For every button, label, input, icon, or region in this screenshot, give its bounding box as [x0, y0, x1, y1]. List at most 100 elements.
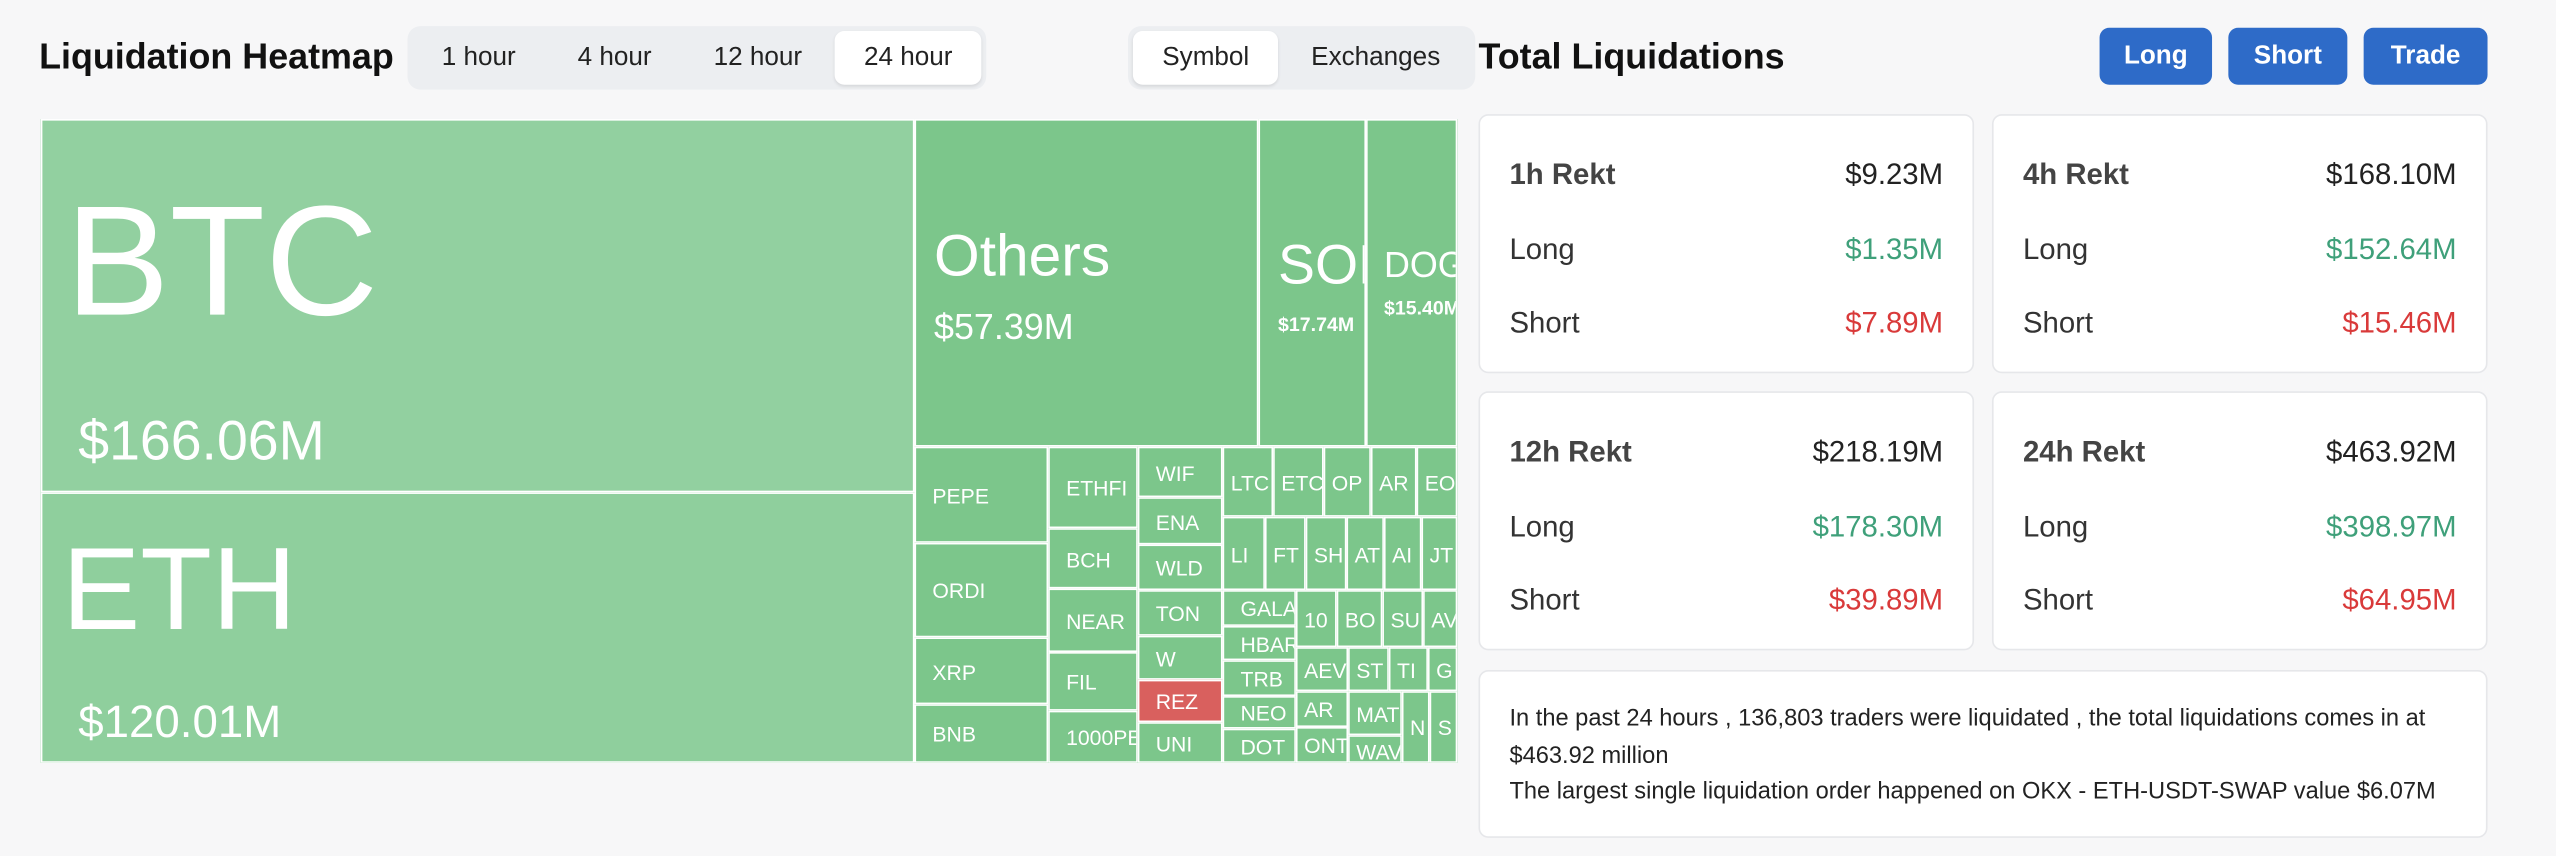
heatmap-tile[interactable]: NEO — [1222, 696, 1296, 729]
tile-label: ST — [1356, 657, 1384, 683]
heatmap-tile[interactable]: UNI — [1137, 722, 1223, 763]
tile-label: ORDI — [932, 578, 986, 604]
tile-label: ETH — [61, 524, 297, 656]
card-row: Long $1.35M — [1509, 233, 1943, 267]
time-tab[interactable]: 4 hour — [577, 44, 652, 72]
row-label: 12h Rekt — [1509, 435, 1632, 468]
heatmap-tile[interactable]: WLD — [1137, 544, 1223, 591]
heatmap-tile[interactable]: S — [1429, 691, 1458, 763]
tile-label: OP — [1331, 470, 1363, 495]
short-button[interactable]: Short — [2228, 27, 2348, 85]
tile-label: TON — [1155, 601, 1201, 626]
long-button[interactable]: Long — [2099, 27, 2213, 85]
tile-label: N — [1410, 715, 1426, 741]
heatmap-tile[interactable]: LTC — [1222, 446, 1274, 517]
card-row: Short $7.89M — [1509, 306, 1943, 340]
view-tab[interactable]: Symbol — [1132, 30, 1279, 85]
heatmap-tile[interactable]: TRB — [1222, 660, 1296, 697]
summary-line: In the past 24 hours , 136,803 traders w… — [1509, 705, 2426, 769]
heatmap-tile[interactable]: WAV — [1348, 735, 1402, 763]
heatmap-tile[interactable]: LI — [1222, 516, 1265, 591]
tile-label: LTC — [1230, 470, 1270, 495]
heatmap-tile[interactable]: WIF — [1137, 446, 1223, 498]
tile-label: 1000PE — [1066, 725, 1138, 750]
heatmap-tile[interactable]: ONT — [1295, 727, 1349, 763]
tile-label: BNB — [932, 722, 976, 747]
heatmap-tile[interactable]: ENA — [1137, 497, 1223, 545]
heatmap-tile[interactable]: AEV — [1295, 647, 1349, 692]
heatmap-tile[interactable]: XRP — [914, 637, 1049, 705]
tile-label: DOT — [1240, 734, 1286, 759]
row-value: $218.19M — [1812, 435, 1944, 468]
heatmap-tile[interactable]: TON — [1137, 590, 1223, 636]
row-label: 4h Rekt — [2022, 158, 2129, 191]
tile-value: $17.74M — [1277, 312, 1355, 336]
heatmap-tile[interactable]: PEPE — [914, 446, 1049, 543]
heatmap-tile[interactable]: ETH $120.01M — [40, 492, 915, 763]
heatmap-tile[interactable]: HBAR — [1222, 625, 1296, 661]
tile-label: EO — [1424, 470, 1456, 495]
heatmap-tile[interactable]: BTC $166.06M — [40, 118, 915, 493]
heatmap-tile[interactable]: ST — [1348, 647, 1389, 692]
time-tab[interactable]: 1 hour — [441, 44, 516, 72]
heatmap-tile[interactable]: W — [1137, 635, 1223, 680]
heatmap-tile[interactable]: OP — [1323, 446, 1371, 517]
tile-label: XRP — [932, 659, 976, 684]
row-label: Short — [2022, 583, 2094, 617]
heatmap-tile[interactable]: ETC — [1273, 446, 1324, 517]
heatmap-tile[interactable]: N — [1401, 691, 1430, 763]
tile-label: WIF — [1155, 460, 1195, 485]
row-label: Short — [2022, 306, 2094, 340]
row-value: $15.46M — [2342, 306, 2457, 340]
tile-label: BTC — [65, 174, 379, 349]
tile-label: UNI — [1155, 731, 1193, 756]
heatmap-tile[interactable]: SH — [1305, 516, 1347, 591]
time-tab[interactable]: 24 hour — [834, 30, 982, 85]
rekt-card: 4h Rekt $168.10M Long $152.64M Short $15.46M — [1991, 114, 2488, 374]
heatmap-tile[interactable]: DOT — [1222, 728, 1296, 763]
heatmap-tile[interactable]: JT — [1421, 516, 1458, 591]
tile-label: ENA — [1155, 509, 1200, 534]
heatmap-tile[interactable]: AV — [1423, 590, 1458, 648]
view-tab[interactable]: Exchanges — [1311, 44, 1441, 72]
card-row: Long $398.97M — [2023, 510, 2457, 544]
heatmap-tile[interactable]: BCH — [1048, 528, 1138, 589]
card-row: 24h Rekt $463.92M — [2023, 435, 2457, 469]
rekt-card: 1h Rekt $9.23M Long $1.35M Short $7.89M — [1478, 114, 1975, 374]
heatmap-tile[interactable]: AR — [1370, 446, 1417, 517]
row-value: $1.35M — [1845, 233, 1944, 266]
row-value: $9.23M — [1845, 158, 1944, 191]
heatmap-tile[interactable]: TI — [1388, 647, 1428, 692]
heatmap-tile[interactable]: EO — [1416, 446, 1458, 517]
tile-value: $15.40M — [1383, 296, 1458, 320]
heatmap-tile[interactable]: 1000PE — [1048, 710, 1138, 763]
heatmap-tile[interactable]: FT — [1264, 516, 1306, 591]
heatmap-tile[interactable]: REZ — [1137, 679, 1223, 723]
heatmap-tile[interactable]: AR — [1295, 691, 1349, 728]
heatmap-tile[interactable]: MAT — [1348, 691, 1402, 736]
heatmap-tile[interactable]: SOL $17.74M — [1258, 118, 1367, 447]
trade-button[interactable]: Trade — [2363, 27, 2488, 85]
heatmap-tile[interactable]: ORDI — [914, 542, 1049, 638]
row-label: Long — [2022, 233, 2089, 266]
heatmap-tile[interactable]: FIL — [1048, 652, 1138, 711]
tile-label: Others — [934, 221, 1111, 289]
heatmap-tile[interactable]: G — [1427, 647, 1458, 692]
card-row: Long $152.64M — [2023, 233, 2457, 267]
heatmap-tile[interactable]: AT — [1346, 516, 1384, 591]
tile-label: AT — [1354, 542, 1381, 567]
heatmap-tile[interactable]: SU — [1382, 590, 1424, 648]
card-row: 4h Rekt $168.10M — [2023, 158, 2457, 192]
heatmap-tile[interactable]: NEAR — [1048, 588, 1138, 653]
heatmap-tile[interactable]: BO — [1336, 590, 1383, 648]
heatmap-tile[interactable]: DOG $15.40M — [1366, 118, 1458, 447]
time-tab[interactable]: 12 hour — [713, 44, 803, 72]
heatmap-tile[interactable]: AI — [1383, 516, 1422, 591]
heatmap-tile[interactable]: ETHFI — [1048, 446, 1138, 529]
heatmap-tile[interactable]: GALA — [1222, 590, 1296, 626]
tile-label: ONT — [1304, 733, 1349, 758]
heatmap-tile[interactable]: BNB — [914, 704, 1049, 763]
heatmap-tile[interactable]: Others $57.39M — [914, 118, 1259, 447]
heatmap-tile[interactable]: 10 — [1295, 590, 1337, 648]
